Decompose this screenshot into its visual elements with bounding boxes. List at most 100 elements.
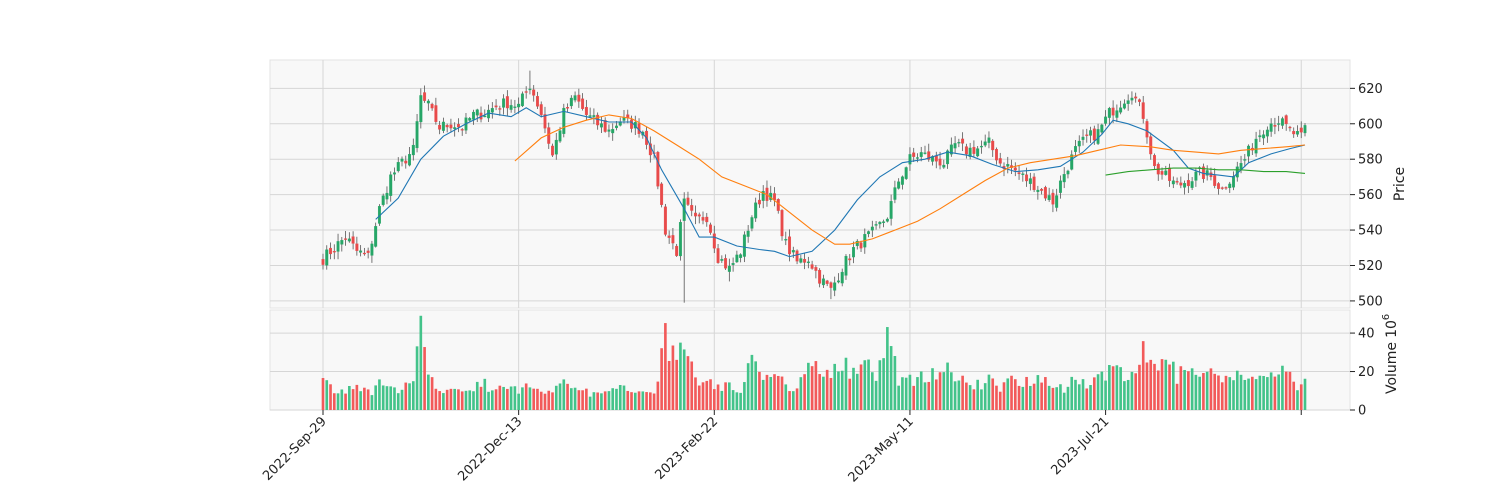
volume-bar (329, 384, 332, 410)
candle (472, 111, 475, 120)
volume-bar (731, 390, 735, 410)
volume-bar (833, 363, 837, 410)
candle (1243, 159, 1247, 161)
candle (923, 152, 927, 154)
volume-bar (716, 384, 720, 410)
volume-bar (622, 385, 626, 410)
candle (656, 151, 660, 187)
candle (976, 148, 980, 157)
volume-bar (912, 385, 916, 410)
candle (547, 127, 551, 144)
candle (513, 106, 517, 108)
candle (562, 107, 566, 134)
volume-bar (494, 389, 498, 410)
volume-bar (1179, 366, 1183, 410)
candle (359, 250, 363, 253)
volume-bar (998, 391, 1002, 410)
volume-bar (746, 363, 750, 410)
candle (705, 216, 709, 223)
volume-bar (1096, 374, 1100, 410)
price-axis-label: Price (1392, 167, 1408, 201)
volume-bar (1292, 381, 1296, 410)
candle (991, 140, 995, 151)
volume-bar (1198, 376, 1201, 410)
candle (885, 218, 889, 222)
volume-bar (645, 392, 648, 410)
candle (660, 183, 664, 205)
date-tick-label: 2022-Dec-13 (455, 414, 525, 484)
volume-bar (656, 381, 660, 410)
volume-bar (585, 388, 588, 410)
candle (1220, 187, 1224, 189)
volume-bar (1262, 375, 1265, 410)
volume-bar (607, 391, 611, 410)
volume-bar (408, 383, 411, 410)
volume-bar (378, 379, 381, 410)
candle (836, 280, 840, 283)
volume-bar (728, 382, 731, 410)
volume-bar (1168, 364, 1171, 410)
candle (441, 121, 445, 131)
candle (1216, 183, 1220, 189)
volume-bar (882, 358, 885, 410)
volume-tick-label: 0 (1358, 404, 1366, 419)
volume-exponent-base: 10 (1384, 320, 1400, 338)
candle (535, 96, 539, 107)
volume-bar (897, 385, 900, 410)
volume-bar (807, 362, 810, 410)
candle (581, 98, 585, 109)
candle (724, 258, 728, 269)
candle (1168, 167, 1172, 181)
candle (1111, 107, 1115, 116)
candle (1224, 187, 1228, 189)
candle (678, 222, 682, 257)
volume-bar (592, 392, 596, 410)
candle (1247, 145, 1251, 157)
candle (336, 241, 340, 252)
volume-bar (423, 347, 426, 410)
volume-bar (1104, 380, 1107, 410)
volume-bar (1085, 388, 1089, 410)
candle (1292, 130, 1296, 135)
candle (833, 282, 837, 291)
candle (1107, 108, 1111, 118)
candle (675, 245, 679, 256)
candle (1021, 173, 1025, 175)
volume-bar (554, 385, 558, 410)
volume-bar (321, 378, 325, 410)
candle (848, 258, 852, 261)
volume-bar (1040, 382, 1043, 410)
date-tick-label: 2023-Feb-22 (653, 414, 722, 483)
volume-bar (479, 386, 483, 410)
volume-bar (965, 382, 968, 410)
candle (1284, 115, 1288, 125)
candle (1028, 178, 1032, 184)
candle (995, 148, 998, 161)
volume-bar (837, 371, 840, 410)
candle (1122, 103, 1126, 109)
volume-bar (1187, 371, 1190, 410)
candle (788, 236, 792, 255)
volume-bar (946, 362, 949, 410)
candle (949, 144, 953, 155)
volume-bar (389, 386, 393, 410)
candle (554, 139, 558, 155)
candle (1183, 183, 1187, 188)
candle (445, 125, 449, 128)
candle (1013, 167, 1017, 171)
volume-bar (325, 380, 329, 410)
candle (611, 129, 615, 134)
volume-bar (1303, 378, 1307, 410)
volume-bar (1062, 392, 1066, 410)
volume-bar (374, 385, 377, 410)
volume-bar (633, 392, 637, 410)
volume-bar (1126, 379, 1130, 410)
volume-bar (871, 372, 874, 410)
candle (776, 199, 780, 211)
candle (430, 103, 434, 109)
candle (1134, 96, 1138, 99)
candle (953, 143, 957, 149)
volume-bar (404, 382, 408, 410)
volume-tick-label: 40 (1358, 327, 1375, 342)
volume-bar (1134, 373, 1138, 410)
